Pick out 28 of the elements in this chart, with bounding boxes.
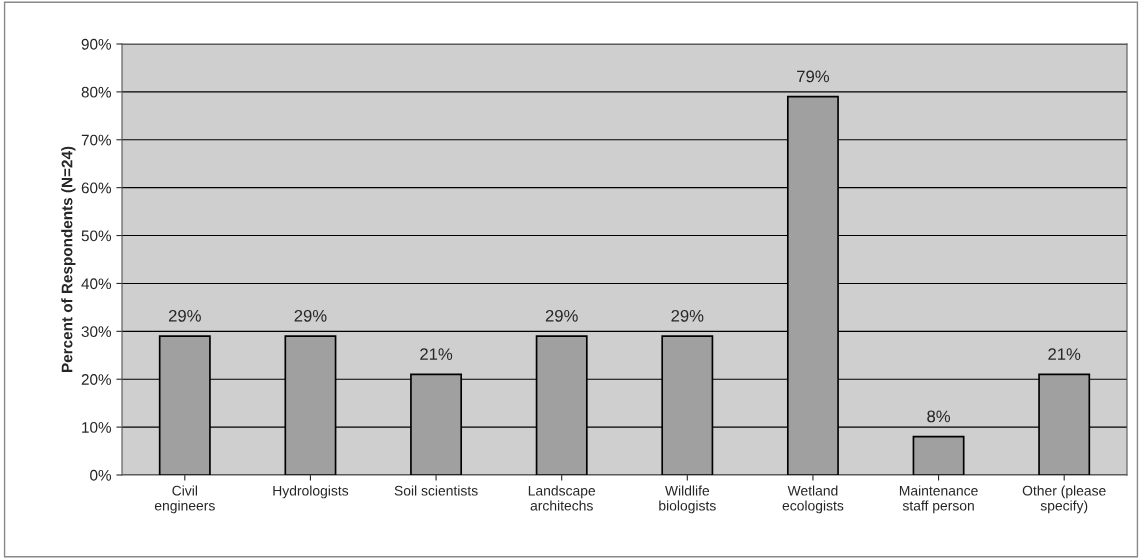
y-tick-label: 0% bbox=[90, 469, 112, 481]
y-tick-label: 50% bbox=[81, 230, 112, 242]
y-tick-label: 40% bbox=[81, 278, 112, 290]
y-tick-label: 70% bbox=[81, 134, 112, 146]
y-tick-label: 60% bbox=[81, 182, 112, 194]
y-axis-title: Percent of Respondents (N=24) bbox=[61, 146, 76, 373]
data-label: 29% bbox=[545, 309, 578, 322]
data-label: 29% bbox=[294, 309, 327, 322]
y-tick-label: 30% bbox=[81, 326, 112, 338]
y-tick-label: 80% bbox=[81, 86, 112, 98]
x-tick-label: Maintenance staff person bbox=[899, 485, 978, 514]
x-tick-label: Wildlife biologists bbox=[659, 485, 716, 514]
y-tick-label: 10% bbox=[82, 421, 112, 433]
y-tick-label: 90% bbox=[81, 38, 112, 50]
x-tick-label: Soil scientists bbox=[394, 485, 478, 496]
data-label: 29% bbox=[168, 309, 201, 322]
data-label: 79% bbox=[797, 70, 830, 83]
x-tick-label: Civil engineers bbox=[154, 485, 215, 514]
data-label: 8% bbox=[927, 410, 951, 423]
x-tick-label: Landscape architechs bbox=[528, 485, 596, 511]
bar bbox=[912, 435, 965, 475]
data-label: 21% bbox=[420, 348, 453, 360]
data-label: 29% bbox=[671, 309, 704, 322]
data-label: 21% bbox=[1048, 348, 1081, 360]
x-tick-label: Wetland ecologists bbox=[782, 485, 844, 514]
y-tick-label: 20% bbox=[81, 374, 112, 385]
x-tick-label: Other (please specify) bbox=[1022, 485, 1106, 514]
x-tick-label: Hydrologists bbox=[273, 485, 349, 499]
